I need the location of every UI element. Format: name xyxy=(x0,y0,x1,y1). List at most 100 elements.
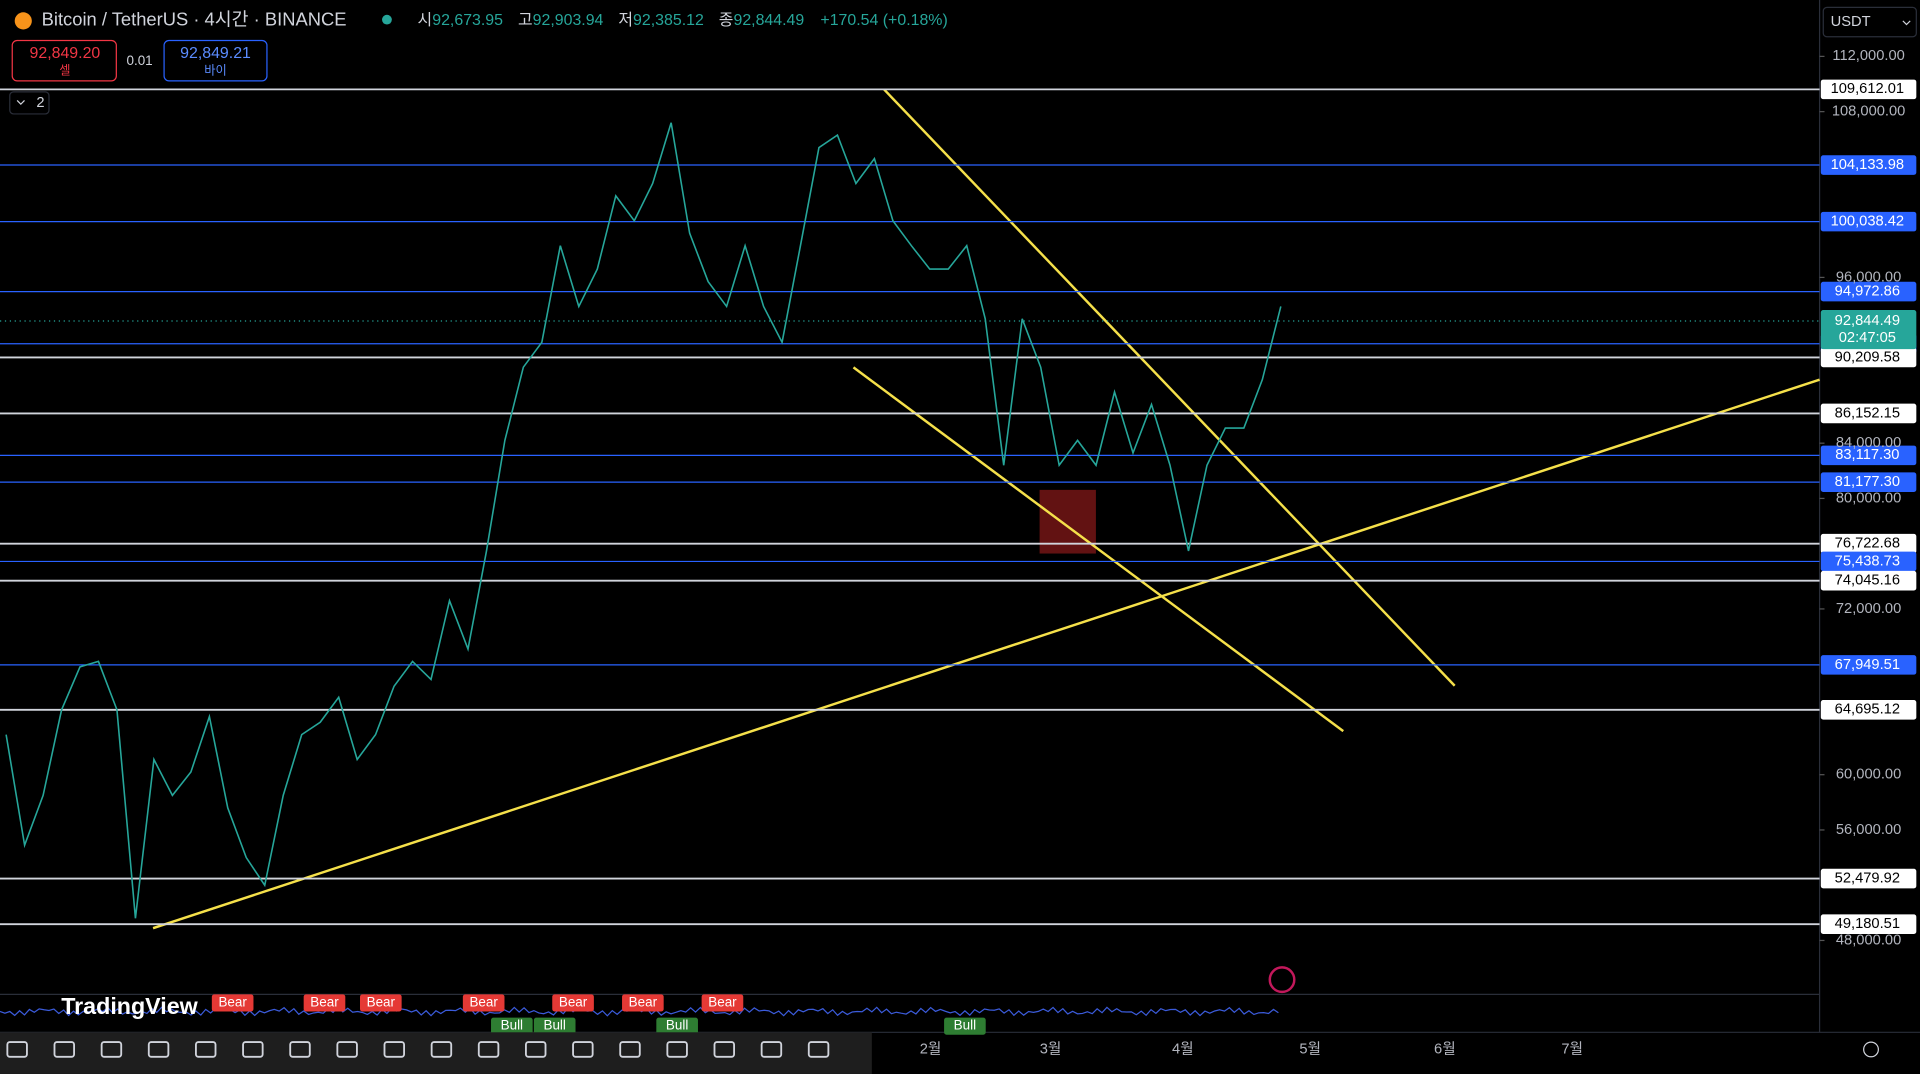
y-tick-label: 84,000.00 xyxy=(1836,435,1901,451)
x-tick-label: 6월 xyxy=(1434,1040,1456,1057)
signal-label: Bull xyxy=(954,1018,976,1033)
tool-icon[interactable] xyxy=(289,1041,311,1058)
last-price-tag xyxy=(1820,309,1917,350)
level-tag xyxy=(1820,533,1917,554)
buy-button[interactable] xyxy=(163,39,268,82)
level-label: 94,972.86 xyxy=(1835,283,1900,299)
currency-select[interactable] xyxy=(1822,6,1917,38)
tool-icon[interactable] xyxy=(100,1041,123,1058)
signal-tag xyxy=(211,994,254,1012)
signal-label: Bear xyxy=(559,994,588,1009)
symbol-icon xyxy=(14,12,32,30)
collapse-button[interactable] xyxy=(9,91,50,115)
tool-icon[interactable] xyxy=(572,1041,594,1058)
level-label: 52,479.92 xyxy=(1835,870,1900,886)
level-tag xyxy=(1820,570,1917,591)
tool-icon[interactable] xyxy=(666,1041,688,1058)
tool-icon[interactable] xyxy=(807,1041,830,1058)
tool-icon[interactable] xyxy=(195,1041,217,1058)
level-label: 81,177.30 xyxy=(1835,474,1900,490)
y-tick-label: 108,000.00 xyxy=(1832,104,1906,120)
trendline[interactable] xyxy=(152,378,1820,930)
tool-icon[interactable] xyxy=(6,1041,28,1058)
tool-icon[interactable] xyxy=(430,1041,453,1058)
level-label: 64,695.12 xyxy=(1835,702,1900,718)
trendline[interactable] xyxy=(883,88,1456,687)
level-label: 109,612.01 xyxy=(1831,81,1905,97)
signal-label: Bear xyxy=(218,994,247,1009)
level-tag xyxy=(1820,700,1917,720)
ohlc-value: 92,673.95 xyxy=(432,12,503,29)
trendlines[interactable] xyxy=(152,88,1820,930)
sell-label: 셀 xyxy=(59,63,70,77)
level-label: 86,152.15 xyxy=(1835,405,1900,421)
chevron xyxy=(1902,20,1911,26)
tool-icon[interactable] xyxy=(713,1041,735,1058)
tool-icon[interactable] xyxy=(147,1041,170,1058)
y-tick-label: 80,000.00 xyxy=(1836,490,1901,506)
ohlc-label: 고 xyxy=(518,12,533,29)
x-tick-label: 4월 xyxy=(1172,1040,1194,1057)
tool-icon[interactable] xyxy=(760,1041,783,1058)
level-tag xyxy=(1820,403,1917,424)
price-line xyxy=(5,122,1282,919)
level-tag xyxy=(1820,655,1917,675)
level-tag xyxy=(1820,347,1917,368)
level-label: 49,180.51 xyxy=(1835,916,1900,932)
x-tick-label: 5월 xyxy=(1299,1040,1321,1057)
tool-icon[interactable] xyxy=(242,1041,264,1058)
y-tick-label: 48,000.00 xyxy=(1836,932,1901,948)
signal-tag xyxy=(491,1017,533,1035)
level-label: 74,045.16 xyxy=(1835,573,1900,589)
sell-price: 92,849.20 xyxy=(30,45,101,62)
currency: USDT xyxy=(1831,14,1871,30)
trendline[interactable] xyxy=(852,366,1344,733)
series xyxy=(5,122,1282,919)
level-label: 76,722.68 xyxy=(1835,536,1900,552)
symbol[interactable]: Bitcoin / TetherUS · 4시간 · BINANCE xyxy=(42,9,347,30)
ohlc-label: 종 xyxy=(719,12,734,29)
signal-label: Bull xyxy=(666,1018,688,1033)
ohlc-change: +170.54 (+0.18%) xyxy=(820,12,947,29)
settings-icon[interactable] xyxy=(1863,1041,1879,1058)
signal-tag xyxy=(656,1017,698,1035)
tool-icon[interactable] xyxy=(619,1041,641,1058)
x-tick-label: 3월 xyxy=(1040,1040,1062,1057)
level-label: 104,133.98 xyxy=(1831,157,1905,173)
tool-icon[interactable] xyxy=(53,1041,75,1058)
level-tag xyxy=(1820,914,1917,934)
signal-label: Bear xyxy=(469,994,498,1009)
ohlc-value: 92,844.49 xyxy=(733,12,804,29)
countdown: 02:47:05 xyxy=(1839,330,1896,346)
tool-icon[interactable] xyxy=(525,1041,547,1058)
level-tag xyxy=(1820,551,1917,572)
last-price-label: 92,844.49 xyxy=(1835,313,1900,329)
signal-tag xyxy=(622,994,664,1012)
alert-icon[interactable] xyxy=(1268,966,1296,994)
signal-label: Bear xyxy=(310,994,339,1009)
level-tag xyxy=(1820,472,1917,492)
buy-price: 92,849.21 xyxy=(180,45,251,62)
level-label: 100,038.42 xyxy=(1831,213,1905,229)
level-tag xyxy=(1820,211,1917,232)
tool-icon[interactable] xyxy=(336,1041,358,1058)
y-tick-label: 60,000.00 xyxy=(1836,767,1901,783)
spread: 0.01 xyxy=(126,53,152,68)
levels: 109,612.01 104,133.98 100,038.42 94,972.86 9… xyxy=(0,79,1917,934)
buy-label: 바이 xyxy=(204,63,227,77)
tool-icon[interactable] xyxy=(383,1041,405,1058)
sell-button[interactable] xyxy=(11,39,117,82)
signal-label: Bear xyxy=(708,994,737,1009)
ohlc-label: 저 xyxy=(618,11,633,29)
level-label: 90,209.58 xyxy=(1835,349,1900,365)
signal-label: Bear xyxy=(367,994,396,1009)
tool-icon[interactable] xyxy=(477,1041,500,1058)
signal-tag xyxy=(462,994,505,1012)
signal-tag xyxy=(701,994,744,1012)
time-axis: 2월 3월 4월 5월 6월 7월 xyxy=(920,1040,1583,1057)
drawing-toolbar xyxy=(0,1032,872,1074)
level-tag xyxy=(1820,155,1917,175)
